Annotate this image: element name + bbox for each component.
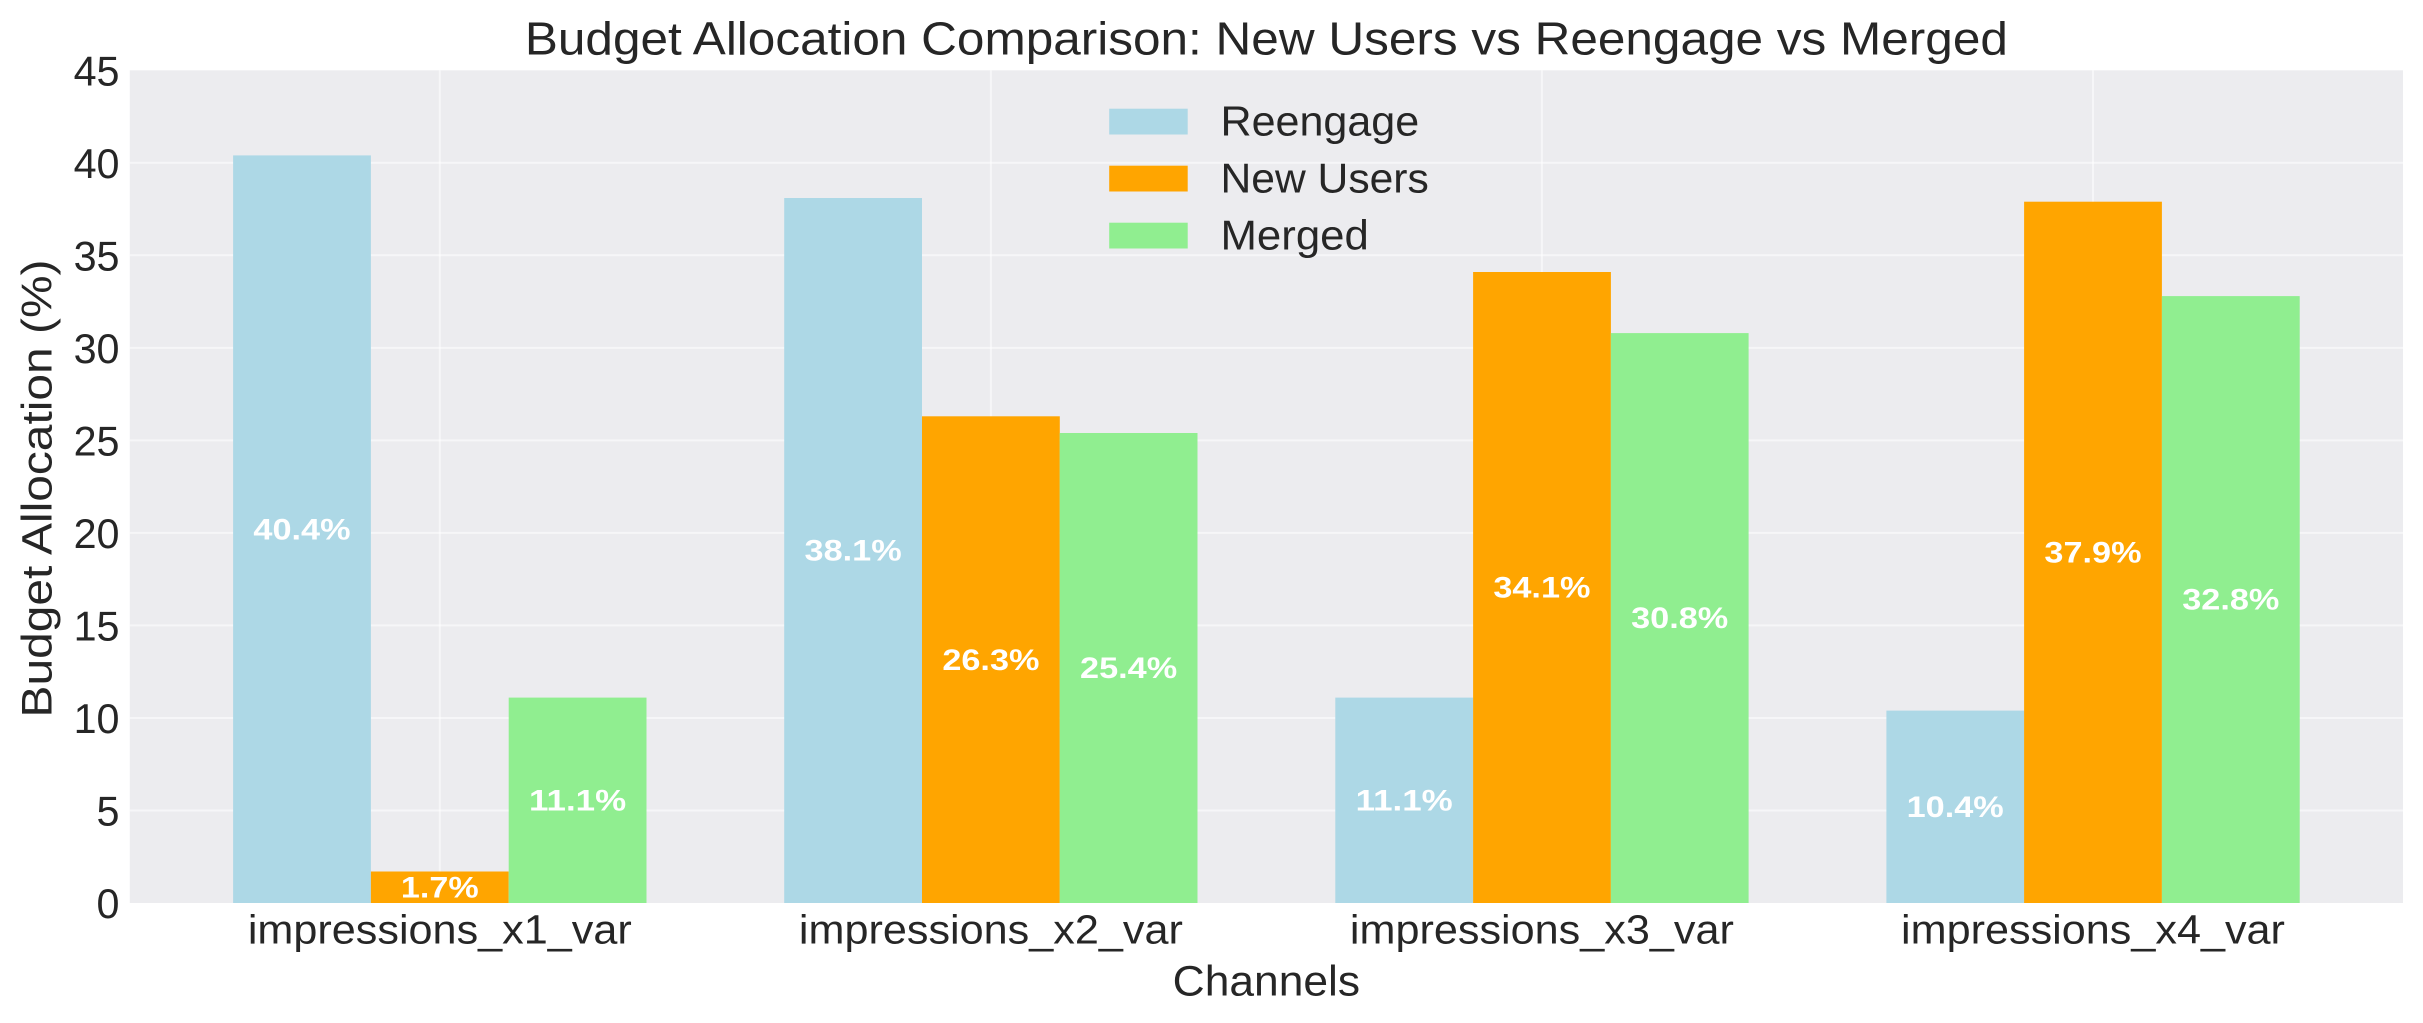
svg-text:40.4%: 40.4% xyxy=(253,513,350,546)
svg-text:Reengage: Reengage xyxy=(1221,99,1420,145)
svg-text:15: 15 xyxy=(74,603,120,649)
svg-text:10: 10 xyxy=(74,696,120,742)
svg-text:impressions_x1_var: impressions_x1_var xyxy=(248,907,632,953)
svg-text:11.1%: 11.1% xyxy=(529,785,626,818)
svg-text:11.1%: 11.1% xyxy=(1356,785,1453,818)
svg-text:25: 25 xyxy=(74,418,120,464)
svg-text:Merged: Merged xyxy=(1221,213,1369,259)
svg-text:impressions_x4_var: impressions_x4_var xyxy=(1901,907,2285,953)
svg-text:26.3%: 26.3% xyxy=(942,644,1039,677)
svg-text:Channels: Channels xyxy=(1173,959,1360,1006)
svg-text:25.4%: 25.4% xyxy=(1080,652,1177,685)
svg-text:Budget Allocation (%): Budget Allocation (%) xyxy=(15,260,62,718)
svg-text:38.1%: 38.1% xyxy=(805,535,902,568)
svg-text:1.7%: 1.7% xyxy=(401,872,479,905)
svg-text:30.8%: 30.8% xyxy=(1631,602,1728,635)
svg-text:impressions_x3_var: impressions_x3_var xyxy=(1350,907,1734,953)
svg-text:New Users: New Users xyxy=(1221,156,1429,202)
svg-text:20: 20 xyxy=(74,511,120,557)
svg-text:5: 5 xyxy=(97,789,120,835)
svg-text:0: 0 xyxy=(97,881,120,927)
svg-text:40: 40 xyxy=(74,141,120,187)
svg-text:Budget Allocation Comparison:: Budget Allocation Comparison: New Users … xyxy=(525,13,2008,65)
svg-text:32.8%: 32.8% xyxy=(2182,584,2279,617)
svg-text:35: 35 xyxy=(74,233,120,279)
svg-text:30: 30 xyxy=(74,326,120,372)
svg-text:10.4%: 10.4% xyxy=(1907,791,2004,824)
svg-text:impressions_x2_var: impressions_x2_var xyxy=(799,907,1183,953)
svg-text:34.1%: 34.1% xyxy=(1493,572,1590,605)
svg-text:45: 45 xyxy=(74,48,120,94)
svg-text:37.9%: 37.9% xyxy=(2044,537,2141,570)
